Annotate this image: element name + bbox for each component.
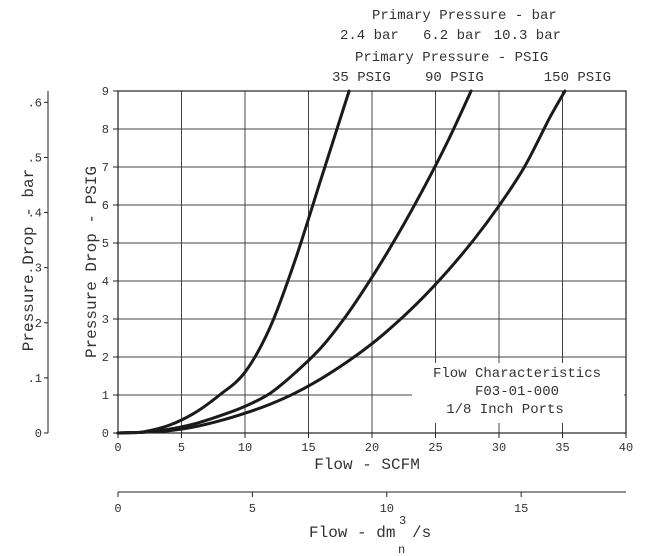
bar-value-2: 6.2 bar: [423, 28, 482, 44]
annotation-line-3: 1/8 Inch Ports: [446, 402, 564, 418]
secondary-y-tick-label-2: .2: [28, 317, 42, 331]
secondary-x-label-sub: n: [398, 543, 405, 556]
x-tick-labels: 0 5 10 15 20 25 30 35 40: [114, 441, 633, 455]
psig-value-3: 150 PSIG: [544, 70, 611, 86]
secondary-x-tick-label-0: 0: [114, 502, 121, 516]
secondary-x-label-main: Flow - dm: [309, 524, 395, 542]
plot-frame: [117, 90, 627, 434]
primary-pressure-bar-title: Primary Pressure - bar: [372, 8, 557, 24]
psig-value-1: 35 PSIG: [332, 70, 391, 86]
annotation-line-2: F03-01-000: [475, 384, 559, 400]
secondary-x-label-tail: /s: [412, 524, 431, 542]
secondary-x-axis-label: Flow - dm 3 n /s: [309, 514, 431, 556]
secondary-y-tick-label-6: .6: [28, 96, 42, 110]
secondary-y-axis-label: Pressure Drop - bar: [20, 169, 38, 351]
psig-value-2: 90 PSIG: [425, 70, 484, 86]
primary-pressure-psig-title: Primary Pressure - PSIG: [355, 50, 548, 66]
secondary-x-label-sup: 3: [399, 514, 406, 528]
y-tick-label-2: 2: [102, 351, 109, 365]
series-curve-3: [116, 89, 567, 435]
x-tick-label-30: 30: [492, 441, 506, 455]
y-tick-label-8: 8: [102, 123, 109, 137]
y-tick-label-7: 7: [102, 161, 109, 175]
data-series: [116, 89, 567, 435]
x-tick-label-15: 15: [301, 441, 315, 455]
bar-value-1: 2.4 bar: [340, 28, 399, 44]
secondary-y-tick-label-1: .1: [28, 372, 42, 386]
x-tick-label-10: 10: [238, 441, 252, 455]
grid-lines: [113, 90, 627, 438]
secondary-y-tick-label-3: .3: [28, 262, 42, 276]
bar-value-3: 10.3 bar: [494, 28, 561, 44]
x-tick-label-25: 25: [428, 441, 442, 455]
secondary-y-tick-label-5: .5: [28, 151, 42, 165]
x-tick-label-20: 20: [365, 441, 379, 455]
secondary-y-axis: 0 .1 .2 .3 .4 .5 .6: [28, 91, 49, 441]
y-tick-label-4: 4: [102, 275, 109, 289]
x-tick-label-5: 5: [178, 441, 185, 455]
x-tick-label-0: 0: [114, 441, 121, 455]
y-tick-label-3: 3: [102, 313, 109, 327]
y-tick-label-6: 6: [102, 199, 109, 213]
secondary-x-tick-label-2: 10: [380, 502, 394, 516]
y-tick-label-1: 1: [102, 389, 109, 403]
secondary-y-tick-label-0: 0: [35, 427, 42, 441]
y-tick-label-5: 5: [102, 237, 109, 251]
y-tick-label-9: 9: [102, 85, 109, 99]
y-tick-labels: 0 1 2 3 4 5 6 7 8 9: [102, 85, 109, 441]
annotation-background: [412, 363, 624, 423]
y-tick-label-0: 0: [102, 427, 109, 441]
secondary-x-tick-label-1: 5: [249, 502, 256, 516]
annotation-line-1: Flow Characteristics: [433, 366, 601, 382]
x-tick-label-35: 35: [555, 441, 569, 455]
x-tick-label-40: 40: [619, 441, 633, 455]
bar-values-row: 2.4 bar 6.2 bar 10.3 bar: [340, 28, 561, 44]
x-axis-label: Flow - SCFM: [314, 456, 420, 474]
secondary-x-tick-label-3: 15: [514, 502, 528, 516]
psig-values-row: 35 PSIG 90 PSIG 150 PSIG: [332, 70, 611, 86]
secondary-y-tick-label-4: .4: [28, 207, 42, 221]
secondary-x-axis: 0 5 10 15: [114, 491, 626, 516]
y-axis-label: Pressure Drop - PSIG: [83, 166, 101, 358]
